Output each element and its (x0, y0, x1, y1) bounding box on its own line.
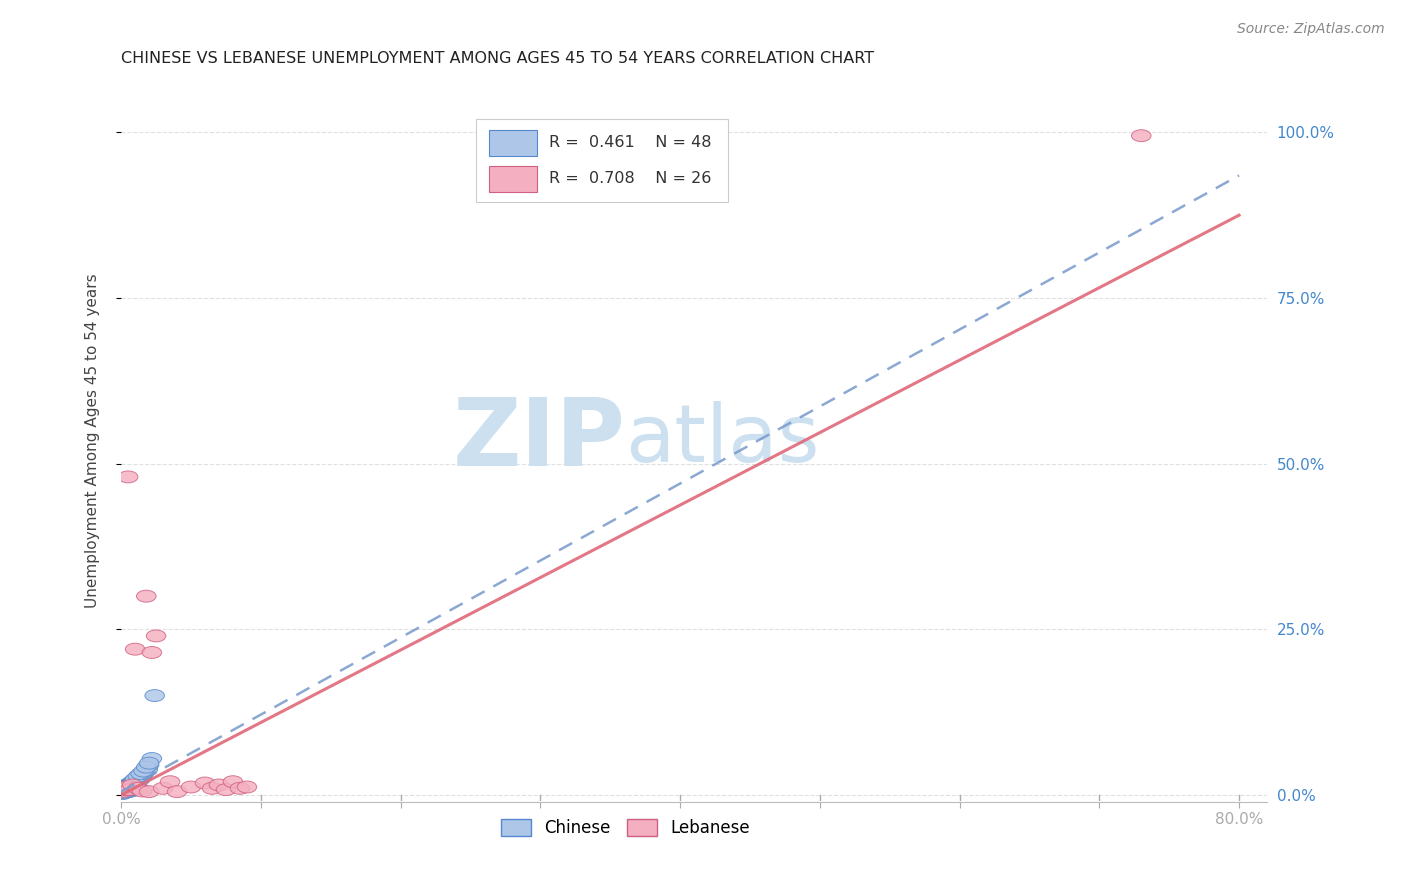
FancyBboxPatch shape (477, 119, 728, 202)
Ellipse shape (120, 784, 139, 796)
Ellipse shape (115, 784, 135, 797)
Text: R =  0.461    N = 48: R = 0.461 N = 48 (548, 135, 711, 150)
Ellipse shape (139, 759, 159, 771)
Ellipse shape (117, 779, 136, 791)
Ellipse shape (114, 782, 134, 794)
Ellipse shape (224, 776, 243, 788)
Ellipse shape (167, 786, 187, 797)
Ellipse shape (129, 774, 149, 787)
Ellipse shape (114, 786, 134, 797)
Ellipse shape (115, 782, 135, 794)
Ellipse shape (128, 772, 148, 784)
Ellipse shape (121, 785, 141, 797)
Ellipse shape (125, 784, 145, 796)
Ellipse shape (125, 643, 145, 655)
Ellipse shape (142, 753, 162, 764)
Ellipse shape (124, 779, 143, 791)
Ellipse shape (114, 787, 134, 798)
Ellipse shape (118, 780, 138, 791)
Text: CHINESE VS LEBANESE UNEMPLOYMENT AMONG AGES 45 TO 54 YEARS CORRELATION CHART: CHINESE VS LEBANESE UNEMPLOYMENT AMONG A… (121, 51, 875, 66)
Ellipse shape (202, 782, 222, 794)
Ellipse shape (117, 783, 136, 795)
Ellipse shape (120, 779, 139, 790)
Ellipse shape (115, 787, 135, 798)
FancyBboxPatch shape (489, 130, 537, 156)
Ellipse shape (127, 777, 146, 789)
Ellipse shape (115, 781, 135, 793)
Ellipse shape (238, 781, 257, 793)
Ellipse shape (142, 647, 162, 658)
Ellipse shape (112, 788, 132, 799)
Text: ZIP: ZIP (453, 394, 626, 486)
Ellipse shape (118, 471, 138, 483)
Ellipse shape (117, 781, 136, 793)
Ellipse shape (112, 787, 132, 799)
Ellipse shape (122, 776, 142, 788)
Ellipse shape (128, 771, 148, 782)
Ellipse shape (131, 769, 150, 781)
Ellipse shape (122, 784, 142, 796)
Ellipse shape (135, 766, 155, 778)
Text: Source: ZipAtlas.com: Source: ZipAtlas.com (1237, 22, 1385, 37)
Legend: Chinese, Lebanese: Chinese, Lebanese (494, 813, 756, 844)
Ellipse shape (136, 761, 156, 773)
Ellipse shape (117, 785, 136, 797)
Ellipse shape (231, 782, 250, 794)
Ellipse shape (160, 776, 180, 788)
Ellipse shape (122, 779, 142, 791)
Ellipse shape (139, 786, 159, 797)
Y-axis label: Unemployment Among Ages 45 to 54 years: Unemployment Among Ages 45 to 54 years (86, 273, 100, 607)
Ellipse shape (112, 785, 132, 797)
Ellipse shape (138, 764, 157, 776)
Ellipse shape (217, 784, 236, 796)
Ellipse shape (125, 776, 145, 788)
Ellipse shape (134, 768, 153, 780)
Ellipse shape (146, 630, 166, 642)
Text: atlas: atlas (626, 401, 820, 480)
Ellipse shape (128, 782, 148, 794)
Ellipse shape (112, 786, 132, 797)
Ellipse shape (118, 781, 138, 794)
Ellipse shape (115, 784, 135, 796)
Ellipse shape (121, 777, 141, 789)
Ellipse shape (114, 784, 134, 796)
Ellipse shape (121, 779, 141, 790)
Ellipse shape (209, 779, 229, 791)
Ellipse shape (145, 690, 165, 701)
Ellipse shape (121, 782, 141, 794)
Ellipse shape (195, 777, 215, 789)
Ellipse shape (153, 782, 173, 794)
Ellipse shape (181, 781, 201, 793)
Ellipse shape (139, 757, 159, 769)
Ellipse shape (118, 786, 138, 797)
Ellipse shape (136, 591, 156, 602)
Ellipse shape (131, 768, 150, 780)
Ellipse shape (120, 784, 139, 797)
Ellipse shape (134, 765, 153, 777)
Text: R =  0.708    N = 26: R = 0.708 N = 26 (548, 170, 711, 186)
Ellipse shape (120, 780, 139, 792)
Ellipse shape (132, 785, 152, 797)
Ellipse shape (122, 777, 142, 789)
Ellipse shape (125, 773, 145, 785)
Ellipse shape (132, 771, 152, 782)
Ellipse shape (1132, 129, 1152, 142)
Ellipse shape (136, 763, 156, 774)
FancyBboxPatch shape (489, 166, 537, 192)
Ellipse shape (124, 775, 143, 787)
